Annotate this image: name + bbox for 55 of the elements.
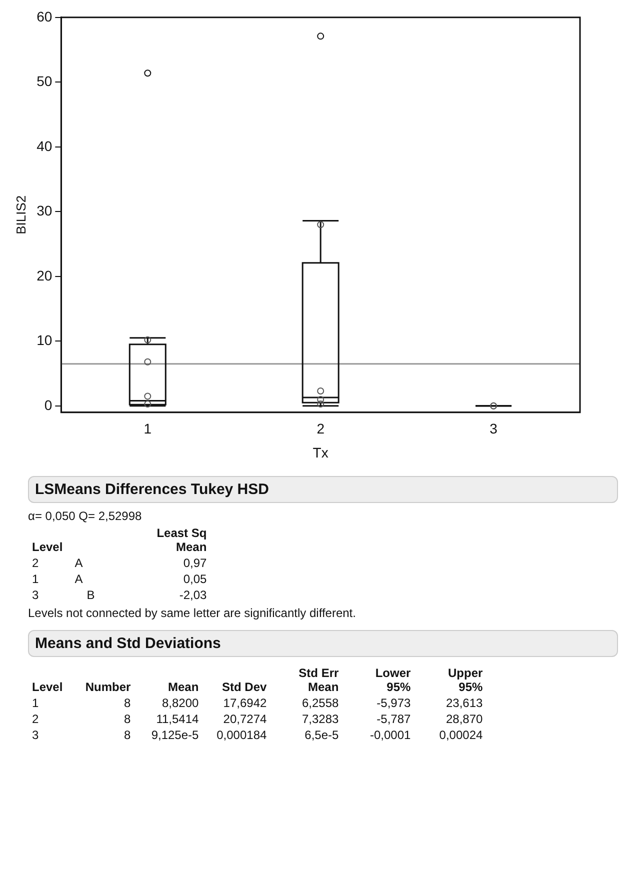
- text: Means and Std Deviations: [28, 630, 618, 657]
- text: 1: [31, 571, 40, 587]
- x-tick-label: 3: [490, 420, 498, 437]
- y-axis-title: BILIS2: [13, 195, 28, 234]
- text: 8: [123, 727, 132, 743]
- text: -5,787: [376, 711, 412, 727]
- x-tick-label: 1: [144, 420, 152, 437]
- text: 9,125e-5: [150, 727, 200, 743]
- text: Level: [31, 679, 64, 695]
- text: -0,0001: [368, 727, 412, 743]
- y-tick-label: 20: [36, 267, 52, 284]
- x-tick-label: 2: [316, 420, 325, 437]
- text: 1: [31, 695, 40, 711]
- text: 0,05: [182, 571, 208, 587]
- text: Level: [31, 539, 64, 555]
- text: Std Err Mean: [298, 665, 340, 695]
- text: 2: [31, 711, 40, 727]
- text: 6,2558: [300, 695, 340, 711]
- text: 11,5414: [155, 711, 200, 727]
- text: 3: [31, 727, 40, 743]
- text: α= 0,050 Q= 2,52998: [28, 509, 143, 523]
- text: 0,000184: [216, 727, 268, 743]
- y-tick-label: 50: [36, 73, 52, 90]
- text: 0,00024: [438, 727, 484, 743]
- text: 8: [123, 695, 132, 711]
- text: B: [86, 587, 96, 603]
- text: 2: [31, 555, 40, 571]
- text: 8: [123, 711, 132, 727]
- text: 6,5e-5: [304, 727, 340, 743]
- text: Levels not connected by same letter are significantly different.: [28, 606, 357, 620]
- x-axis-title: Tx: [312, 444, 328, 460]
- text: Number: [84, 679, 132, 695]
- text: Std Dev: [221, 679, 268, 695]
- text: 17,6942: [222, 695, 268, 711]
- y-tick-label: 10: [36, 332, 52, 348]
- text: 28,870: [444, 711, 484, 727]
- text: Least Sq Mean: [156, 525, 208, 555]
- text: 23,613: [444, 695, 484, 711]
- text: 20,7274: [222, 711, 268, 727]
- text: 0,97: [182, 555, 208, 571]
- text: A: [74, 555, 84, 571]
- text: -5,973: [376, 695, 412, 711]
- y-tick-label: 0: [44, 396, 52, 413]
- text: 7,3283: [300, 711, 340, 727]
- text: Upper 95%: [447, 665, 484, 695]
- text: A: [74, 571, 84, 587]
- text: -2,03: [178, 587, 208, 603]
- text: Lower 95%: [374, 665, 412, 695]
- y-tick-label: 30: [36, 202, 52, 219]
- y-tick-label: 60: [36, 8, 52, 24]
- text: Mean: [167, 679, 200, 695]
- text: 8,8200: [160, 695, 200, 711]
- text: 3: [31, 587, 40, 603]
- text: LSMeans Differences Tukey HSD: [28, 476, 618, 503]
- y-tick-label: 40: [36, 138, 52, 154]
